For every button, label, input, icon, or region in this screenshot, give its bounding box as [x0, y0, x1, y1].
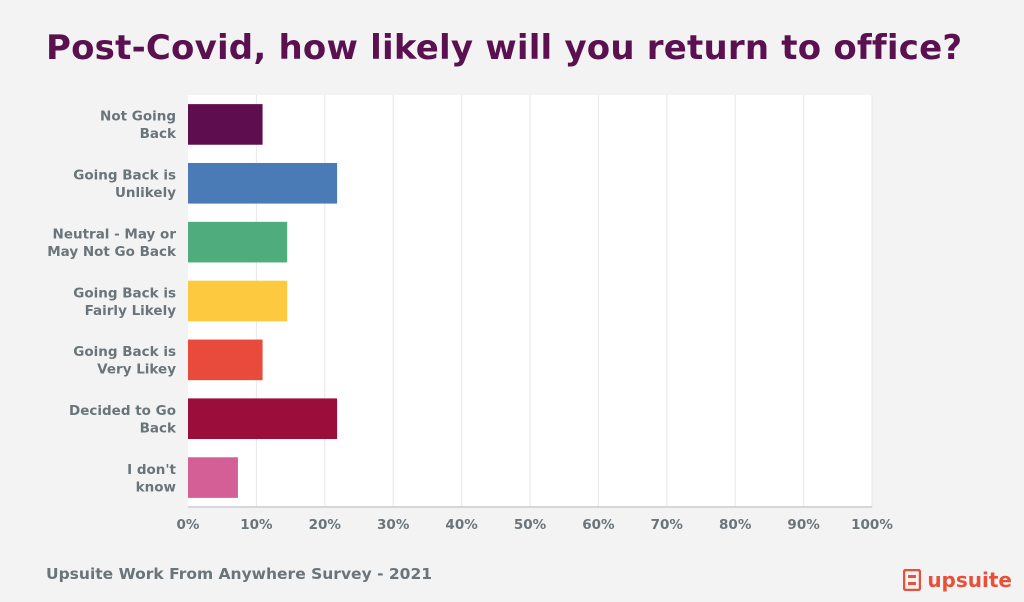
x-tick-label: 80%	[719, 517, 752, 533]
bar	[188, 104, 263, 145]
bar	[188, 280, 288, 322]
x-tick-label: 40%	[445, 517, 478, 533]
x-tick-label: 10%	[240, 517, 273, 533]
category-label: Not Going	[100, 109, 176, 125]
bar	[188, 457, 238, 498]
category-label: I don't	[127, 462, 176, 478]
x-tick-label: 90%	[787, 517, 820, 533]
gridlines	[255, 95, 873, 507]
category-label: Going Back is	[73, 285, 176, 301]
category-label: Decided to Go	[69, 403, 176, 419]
category-label: Unlikely	[115, 185, 176, 201]
brand-logo: upsuite	[903, 568, 1012, 592]
category-label: Back	[140, 126, 177, 142]
category-label: know	[136, 479, 176, 495]
x-tick-label: 50%	[514, 517, 547, 533]
x-tick-label: 70%	[651, 517, 684, 533]
category-label: Neutral - May or	[53, 226, 177, 242]
x-tick-label: 20%	[309, 517, 342, 533]
bar	[188, 398, 338, 440]
bar	[188, 221, 288, 263]
category-label: May Not Go Back	[47, 244, 177, 260]
brand-name: upsuite	[927, 568, 1012, 592]
category-label: Going Back is	[73, 344, 176, 360]
category-label: Going Back is	[73, 168, 176, 184]
x-tick-labels: 0% 10% 20% 30% 40% 50% 60% 70% 80% 90% 100%	[177, 517, 894, 533]
category-label: Fairly Likely	[85, 303, 177, 319]
category-label: Very Likey	[97, 362, 176, 378]
x-tick-label: 60%	[582, 517, 615, 533]
upsuite-logo-icon	[903, 569, 922, 591]
bars	[188, 104, 338, 498]
bar	[188, 162, 338, 204]
bar	[188, 339, 263, 381]
chart-title: Post-Covid, how likely will you return t…	[46, 28, 963, 68]
x-tick-label: 100%	[851, 517, 893, 533]
source-caption: Upsuite Work From Anywhere Survey - 2021	[46, 565, 433, 583]
x-tick-label: 30%	[377, 517, 410, 533]
category-label: Back	[140, 420, 177, 436]
x-tick-label: 0%	[177, 517, 200, 533]
